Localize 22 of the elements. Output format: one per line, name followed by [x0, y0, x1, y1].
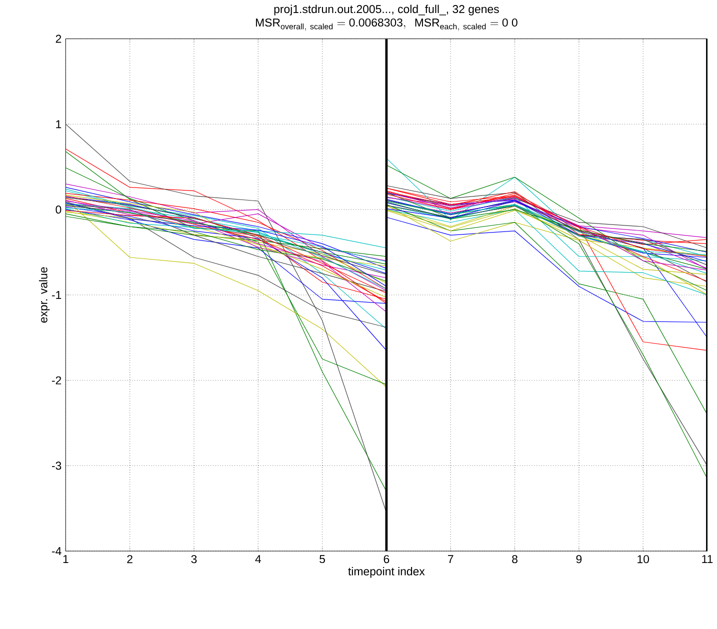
x-tick-label: 10: [638, 555, 650, 564]
y-axis-title: expr. value: [38, 267, 50, 323]
x-tick-label: 4: [255, 555, 261, 564]
y-tick-label: 2: [56, 34, 62, 43]
x-tick-label: 7: [448, 555, 454, 564]
x-tick-label: 11: [702, 555, 713, 564]
x-tick-label: 8: [512, 555, 518, 564]
x-tick-label: 6: [384, 555, 390, 564]
x-axis-title: timepoint index: [348, 567, 425, 578]
chart-subtitle: $\mathrm{MSR}_{\mathrm{overall,\ scaled}}=0.0068303,\ \ \mathrm{MSR}_{\mathrm{each,\ scaled}}=0\ 0$: [256, 18, 518, 31]
x-tick-label: 9: [576, 555, 582, 564]
y-tick-label: 0: [56, 206, 62, 214]
chart-title: proj1.stdrun.out.2005..., cold_full_, 32 genes: [274, 4, 499, 16]
x-tick-label: 3: [191, 555, 197, 564]
y-tick-label: 1: [56, 120, 62, 128]
y-tick-label: -3: [52, 462, 62, 470]
x-tick-label: 2: [127, 555, 132, 564]
y-tick-label: -1: [52, 291, 62, 300]
x-tick-label: 1: [63, 555, 68, 564]
y-tick-label: -2: [52, 376, 62, 384]
x-tick-label: 5: [320, 555, 325, 564]
y-tick-label: -4: [52, 547, 62, 556]
